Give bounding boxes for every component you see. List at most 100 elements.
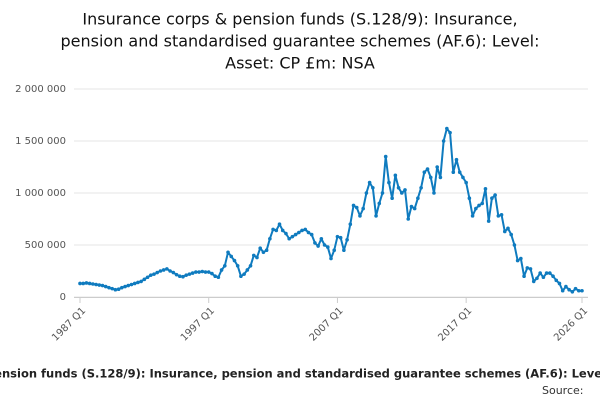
source: Source: [542, 384, 584, 397]
point [554, 278, 559, 283]
point [155, 270, 160, 275]
point [412, 206, 417, 211]
point [139, 279, 143, 284]
point [103, 284, 108, 289]
point [512, 243, 517, 247]
point [461, 175, 465, 180]
point [377, 201, 382, 206]
point [396, 186, 401, 190]
point [319, 236, 324, 241]
point [432, 191, 436, 195]
point [380, 191, 385, 195]
chart-title: pension and standardised guarantee schem… [60, 32, 539, 51]
point [509, 232, 514, 237]
x-tick-label: 2026 Q1 [552, 305, 590, 343]
chart-title: Insurance corps & pension funds (S.128/9… [82, 10, 517, 29]
point [425, 167, 430, 171]
point [181, 274, 185, 279]
point [416, 196, 420, 200]
point [216, 275, 221, 280]
point [148, 273, 153, 277]
point [171, 270, 176, 275]
point [168, 269, 172, 273]
point [570, 290, 575, 294]
point [438, 175, 443, 180]
point [358, 214, 362, 218]
point [548, 271, 552, 275]
point [576, 288, 581, 293]
point [245, 268, 250, 272]
point [194, 270, 198, 274]
point [474, 206, 478, 211]
point [573, 286, 578, 291]
point [519, 256, 523, 261]
point [165, 267, 169, 271]
point [161, 268, 166, 272]
x-tick-label: 1997 Q1 [179, 305, 217, 343]
point [303, 227, 308, 232]
x-tick-label: 2017 Q1 [436, 305, 474, 343]
point [226, 250, 230, 255]
point [428, 175, 433, 180]
point [390, 196, 394, 200]
point [280, 228, 285, 233]
point [290, 234, 295, 239]
point [152, 272, 156, 276]
point [116, 287, 121, 292]
point [419, 186, 423, 190]
point [223, 264, 227, 268]
point [271, 227, 275, 232]
point [538, 271, 542, 275]
y-tick-label: 0 [60, 292, 66, 303]
point [483, 187, 488, 191]
y-tick-label: 2 000 000 [15, 84, 66, 95]
point [110, 286, 114, 291]
point [264, 248, 269, 252]
point [557, 281, 562, 286]
point [229, 254, 234, 259]
point [316, 244, 320, 248]
point [364, 191, 369, 195]
point [560, 288, 565, 293]
point [541, 275, 546, 280]
point [399, 191, 404, 195]
point [187, 272, 192, 276]
point [525, 266, 530, 270]
point [190, 271, 195, 275]
point [351, 203, 356, 208]
point [251, 253, 256, 258]
point [361, 206, 365, 211]
point [219, 268, 224, 272]
point [493, 193, 497, 197]
chart-title: Asset: CP £m: NSA [225, 54, 375, 73]
point [448, 130, 452, 135]
point [306, 230, 311, 235]
point [435, 165, 439, 169]
point [451, 170, 456, 174]
point [239, 274, 243, 279]
point [470, 214, 475, 218]
point [129, 282, 134, 287]
x-tick-label: 1987 Q1 [50, 305, 88, 343]
point [348, 222, 353, 226]
line-series [80, 127, 582, 293]
point [78, 281, 82, 286]
point [445, 126, 449, 131]
point [531, 279, 536, 284]
point [480, 201, 485, 206]
point [136, 280, 140, 285]
point [300, 228, 304, 233]
x-tick-label: 2007 Q1 [308, 305, 346, 343]
point [309, 232, 314, 237]
point [268, 236, 272, 241]
point [528, 267, 533, 271]
point [145, 275, 150, 280]
point [123, 284, 127, 289]
point [210, 271, 214, 276]
point [403, 188, 407, 192]
point [490, 196, 494, 200]
point [313, 241, 317, 245]
point [158, 269, 163, 273]
point [107, 285, 111, 290]
